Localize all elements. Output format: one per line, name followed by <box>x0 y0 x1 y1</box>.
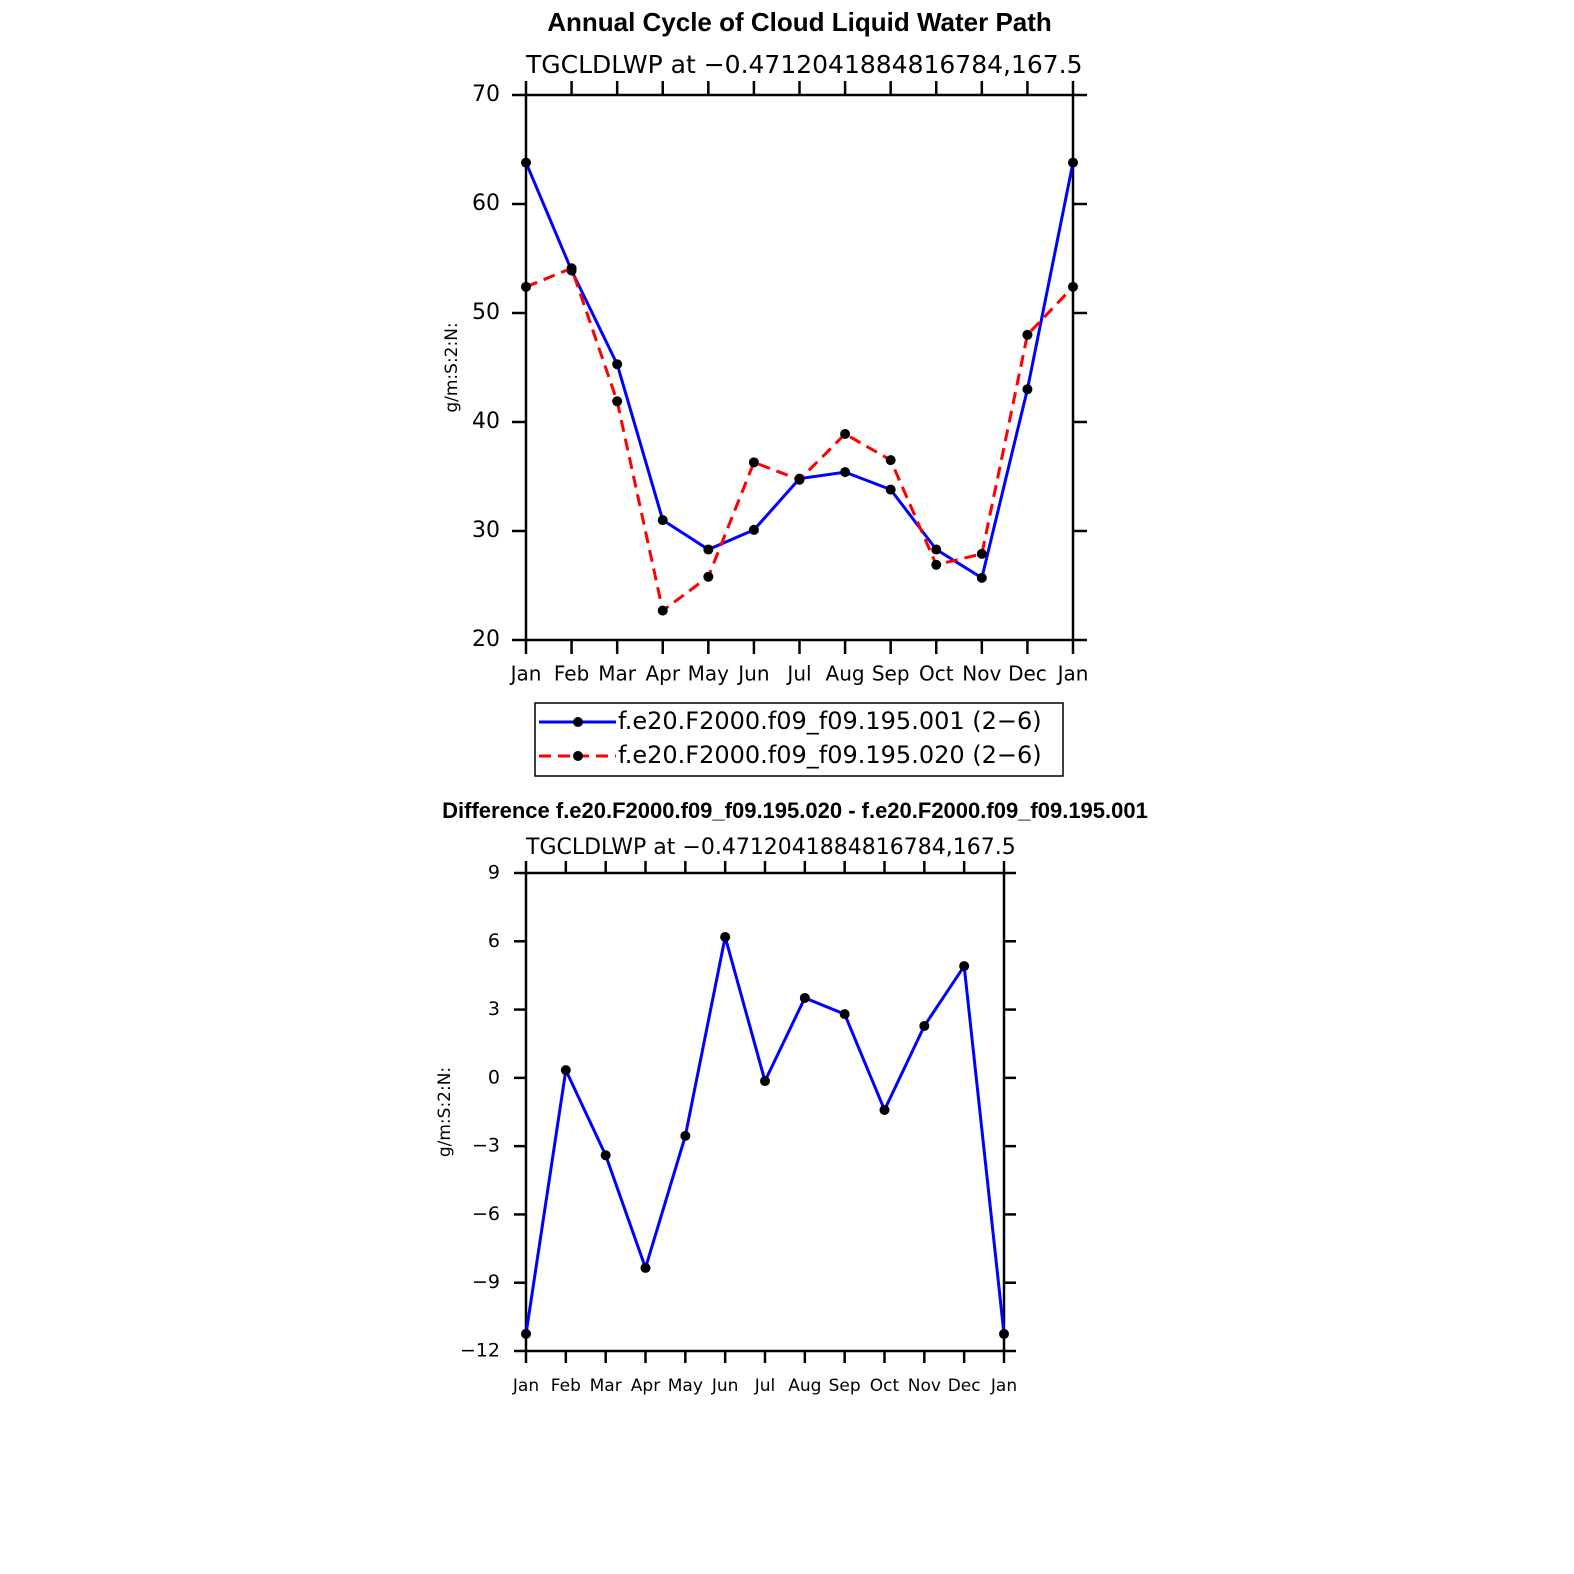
legend-marker <box>573 751 583 761</box>
data-point <box>885 455 896 466</box>
x-tick-label: Oct <box>919 662 954 686</box>
data-point <box>657 515 668 526</box>
legend-label: f.e20.F2000.f09_f09.195.001 (2−6) <box>618 707 1042 735</box>
data-point <box>1022 384 1033 395</box>
legend-box <box>534 702 1064 777</box>
data-point <box>840 467 851 478</box>
series-line <box>524 936 1006 1335</box>
x-tick-label: Feb <box>554 662 589 686</box>
legend-marker <box>573 717 583 727</box>
plot-frame <box>524 93 1075 642</box>
y-tick-label: 60 <box>472 191 500 216</box>
x-tick-label: May <box>668 1376 703 1396</box>
x-tick-label: Jul <box>785 662 811 686</box>
x-tick-label: Jun <box>711 1376 739 1396</box>
x-tick-label: Nov <box>962 662 1001 686</box>
y-tick-label: 3 <box>488 998 500 1020</box>
x-tick-label: Dec <box>1008 662 1047 686</box>
data-point <box>657 605 668 616</box>
series-line <box>525 266 1075 614</box>
data-point <box>959 961 970 972</box>
y-tick-label: −3 <box>472 1135 500 1157</box>
data-point <box>919 1020 930 1031</box>
x-tick-label: Apr <box>631 1376 660 1396</box>
x-tick-label: Sep <box>829 1376 861 1396</box>
x-tick-label: Aug <box>826 662 865 686</box>
y-tick-label: 0 <box>488 1066 500 1088</box>
plot-frame <box>524 871 1006 1353</box>
data-point <box>976 548 987 559</box>
x-tick-label: Mar <box>590 1376 622 1396</box>
x-tick-label: Aug <box>788 1376 821 1396</box>
data-point <box>839 1009 850 1020</box>
data-point <box>703 571 714 582</box>
data-point <box>566 263 577 274</box>
data-point <box>976 572 987 583</box>
data-point <box>885 484 896 495</box>
y-tick-label: −9 <box>472 1271 500 1293</box>
data-point <box>931 559 942 570</box>
data-point <box>612 396 623 407</box>
data-point <box>931 544 942 555</box>
legend-label: f.e20.F2000.f09_f09.195.020 (2−6) <box>618 741 1042 769</box>
x-tick-label: Jan <box>990 1376 1017 1396</box>
y-tick-label: 50 <box>472 300 500 325</box>
x-tick-label: Jun <box>736 662 769 686</box>
y-tick-label: 20 <box>472 627 500 652</box>
x-tick-label: May <box>688 662 730 686</box>
chart-title: Annual Cycle of Cloud Liquid Water Path <box>547 7 1052 37</box>
data-point <box>748 524 759 535</box>
chart-subtitle: TGCLDLWP at −0.4712041884816784,167.5 <box>525 50 1083 79</box>
data-point <box>680 1130 691 1141</box>
x-tick-label: Feb <box>551 1376 581 1396</box>
x-tick-label: Jan <box>509 662 542 686</box>
y-tick-label: 30 <box>472 518 500 543</box>
data-point <box>521 157 531 168</box>
data-point <box>1068 281 1078 292</box>
x-tick-label: Jan <box>512 1376 539 1396</box>
data-point <box>879 1104 890 1115</box>
y-tick-label: −6 <box>472 1203 500 1225</box>
data-point <box>560 1065 571 1076</box>
y-axis-label: g/m:S:2:N: <box>442 322 462 412</box>
data-point <box>1022 329 1033 340</box>
chart-subtitle: TGCLDLWP at −0.4712041884816784,167.5 <box>525 835 1016 860</box>
data-point <box>521 281 531 292</box>
data-point <box>640 1262 651 1273</box>
data-point <box>1068 157 1078 168</box>
x-tick-label: Jan <box>1056 662 1089 686</box>
y-tick-label: 70 <box>472 82 500 107</box>
data-point <box>521 1328 531 1339</box>
x-tick-label: Mar <box>598 662 637 686</box>
x-tick-label: Apr <box>645 662 680 686</box>
x-tick-label: Jul <box>754 1376 776 1396</box>
chart-title: Difference f.e20.F2000.f09_f09.195.020 -… <box>442 798 1148 823</box>
y-axis-label: g/m:S:2:N: <box>435 1067 455 1157</box>
data-point <box>799 992 810 1003</box>
x-tick-label: Nov <box>908 1376 941 1396</box>
y-tick-label: 40 <box>472 409 500 434</box>
x-tick-label: Oct <box>870 1376 900 1396</box>
x-tick-label: Dec <box>948 1376 981 1396</box>
y-tick-label: −12 <box>460 1340 500 1362</box>
y-tick-label: 9 <box>488 862 500 884</box>
data-point <box>840 428 851 439</box>
x-tick-label: Sep <box>872 662 910 686</box>
data-point <box>794 474 805 485</box>
data-point <box>600 1150 611 1161</box>
data-point <box>703 544 714 555</box>
data-point <box>612 359 623 370</box>
data-point <box>999 1328 1009 1339</box>
data-point <box>720 931 731 942</box>
y-tick-label: 6 <box>488 930 500 952</box>
data-point <box>760 1076 770 1087</box>
data-point <box>748 457 759 468</box>
